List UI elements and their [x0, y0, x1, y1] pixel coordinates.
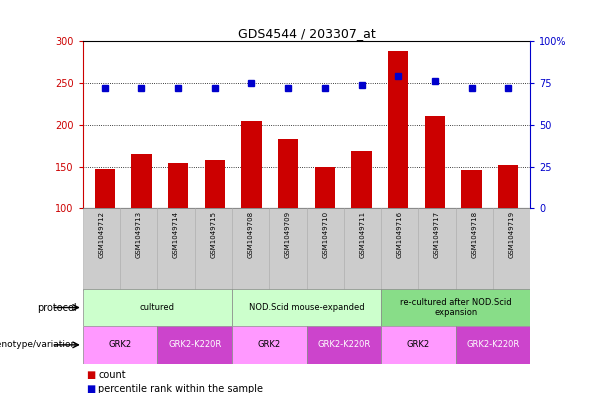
Text: GRK2-K220R: GRK2-K220R	[466, 340, 520, 349]
Title: GDS4544 / 203307_at: GDS4544 / 203307_at	[238, 27, 375, 40]
Text: GRK2: GRK2	[257, 340, 281, 349]
Bar	[418, 208, 455, 291]
Bar	[381, 208, 418, 291]
Bar	[455, 326, 530, 364]
Bar	[94, 169, 115, 208]
Bar	[351, 151, 371, 208]
Bar	[242, 121, 262, 208]
Bar	[306, 326, 381, 364]
Bar	[195, 208, 232, 291]
Text: GSM1049713: GSM1049713	[135, 211, 142, 258]
Bar	[425, 116, 445, 208]
Text: ■: ■	[86, 370, 95, 380]
Bar	[455, 208, 493, 291]
Text: ■: ■	[86, 384, 95, 393]
Bar	[232, 208, 269, 291]
Text: GSM1049712: GSM1049712	[99, 211, 104, 258]
Bar	[232, 289, 381, 326]
Text: GSM1049716: GSM1049716	[397, 211, 403, 258]
Bar	[83, 208, 120, 291]
Text: re-cultured after NOD.Scid
expansion: re-cultured after NOD.Scid expansion	[400, 298, 511, 317]
Text: GSM1049718: GSM1049718	[471, 211, 478, 258]
Text: GRK2: GRK2	[407, 340, 430, 349]
Bar	[344, 208, 381, 291]
Bar	[498, 165, 519, 208]
Text: percentile rank within the sample: percentile rank within the sample	[98, 384, 263, 393]
Text: GSM1049714: GSM1049714	[173, 211, 179, 258]
Text: NOD.Scid mouse-expanded: NOD.Scid mouse-expanded	[249, 303, 364, 312]
Bar	[462, 170, 482, 208]
Text: count: count	[98, 370, 126, 380]
Text: GSM1049709: GSM1049709	[285, 211, 291, 258]
Text: protocol: protocol	[37, 303, 77, 312]
Text: cultured: cultured	[140, 303, 175, 312]
Text: GRK2-K220R: GRK2-K220R	[168, 340, 221, 349]
Bar	[278, 139, 299, 208]
Text: GSM1049710: GSM1049710	[322, 211, 328, 258]
Bar	[306, 208, 344, 291]
Bar	[493, 208, 530, 291]
Bar	[158, 326, 232, 364]
Bar	[83, 289, 232, 326]
Bar	[120, 208, 158, 291]
Bar	[205, 160, 225, 208]
Bar	[381, 289, 530, 326]
Text: GRK2: GRK2	[109, 340, 132, 349]
Bar	[168, 163, 188, 208]
Text: GSM1049719: GSM1049719	[509, 211, 514, 258]
Text: GSM1049711: GSM1049711	[359, 211, 365, 258]
Bar	[269, 208, 306, 291]
Bar	[232, 326, 306, 364]
Bar	[131, 154, 151, 208]
Text: GSM1049708: GSM1049708	[248, 211, 254, 258]
Bar	[381, 326, 455, 364]
Text: GSM1049715: GSM1049715	[210, 211, 216, 258]
Bar	[83, 326, 158, 364]
Bar	[158, 208, 195, 291]
Bar	[388, 51, 408, 208]
Bar	[314, 167, 335, 208]
Text: GRK2-K220R: GRK2-K220R	[317, 340, 370, 349]
Text: genotype/variation: genotype/variation	[0, 340, 77, 349]
Text: GSM1049717: GSM1049717	[434, 211, 440, 258]
